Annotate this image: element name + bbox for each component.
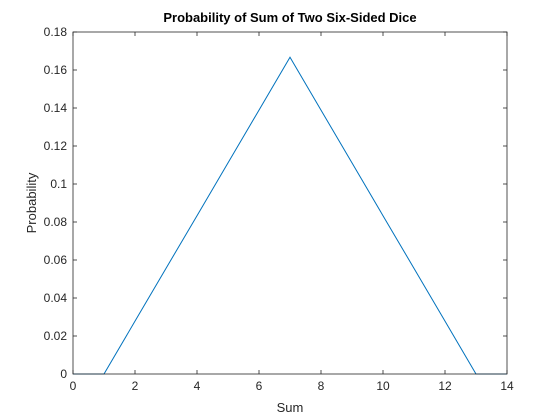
y-tick-label: 0.04	[44, 291, 68, 305]
chart-title: Probability of Sum of Two Six-Sided Dice	[163, 10, 416, 25]
y-tick-label: 0.06	[44, 253, 68, 267]
x-axis-label: Sum	[277, 400, 304, 415]
x-tick-label: 2	[132, 379, 139, 393]
series-line	[73, 56, 507, 375]
x-tick-label: 8	[318, 379, 325, 393]
y-tick-label: 0.16	[44, 63, 68, 77]
x-tick-label: 0	[70, 379, 77, 393]
y-tick-label: 0.12	[44, 139, 68, 153]
x-tick-label: 12	[438, 379, 452, 393]
plot-area-background	[73, 32, 507, 374]
x-tick-label: 6	[256, 379, 263, 393]
x-tick-label: 10	[376, 379, 390, 393]
y-tick-label: 0.02	[44, 329, 68, 343]
tick-labels: 0 2 4 6 8 10 12 14 0 0.02 0.04 0.06 0.08 0.1 0.12 0.14 0…	[44, 25, 514, 393]
axes-box	[72, 31, 508, 375]
y-axis-label: Probability	[24, 172, 39, 233]
x-tick-label: 14	[500, 379, 514, 393]
y-tick-label: 0.1	[50, 177, 67, 191]
series-layer	[73, 56, 507, 375]
y-tick-label: 0	[60, 367, 67, 381]
y-tick-label: 0.08	[44, 215, 68, 229]
y-tick-label: 0.18	[44, 25, 68, 39]
x-tick-label: 4	[194, 379, 201, 393]
y-tick-label: 0.14	[44, 101, 68, 115]
